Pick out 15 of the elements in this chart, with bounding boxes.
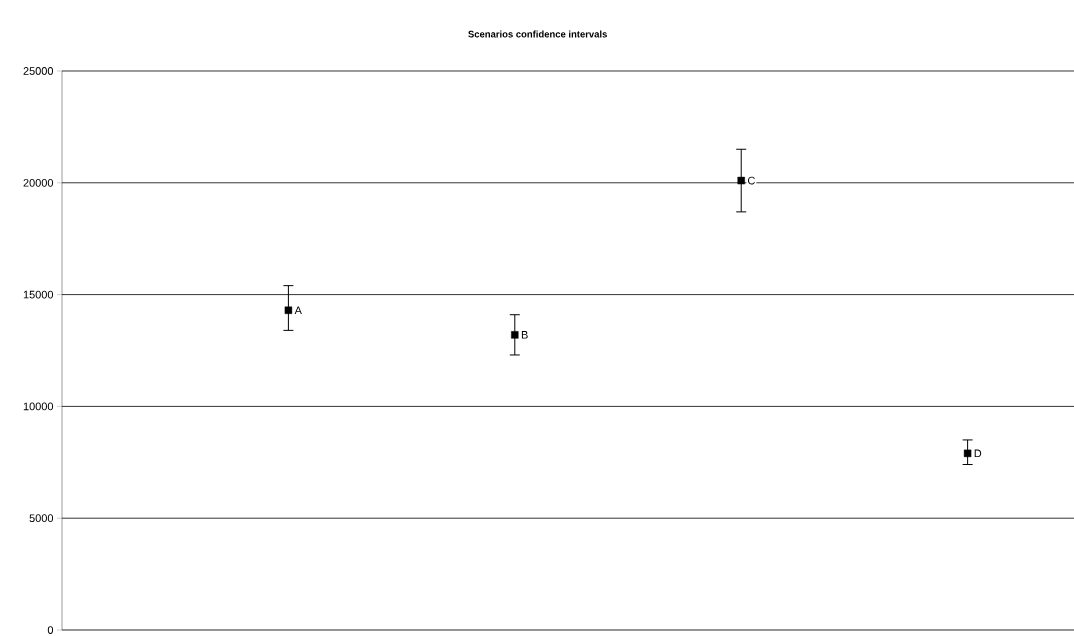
y-tick-label: 25000 <box>23 67 54 75</box>
y-tick-label: 20000 <box>23 178 54 187</box>
y-tick-label: 0 <box>47 626 54 634</box>
point <box>284 306 293 314</box>
point <box>963 449 972 458</box>
series-label: C <box>747 176 755 185</box>
series-label: B <box>521 331 528 339</box>
point <box>511 331 519 339</box>
y-tick-label: 15000 <box>23 290 54 299</box>
y-tick-label: 5000 <box>29 514 54 523</box>
series-label: A <box>294 306 302 315</box>
series-label: D <box>974 449 982 458</box>
chart-title: Scenarios confidence intervals <box>468 30 607 38</box>
y-tick-label: 10000 <box>23 402 54 411</box>
point <box>737 176 745 185</box>
